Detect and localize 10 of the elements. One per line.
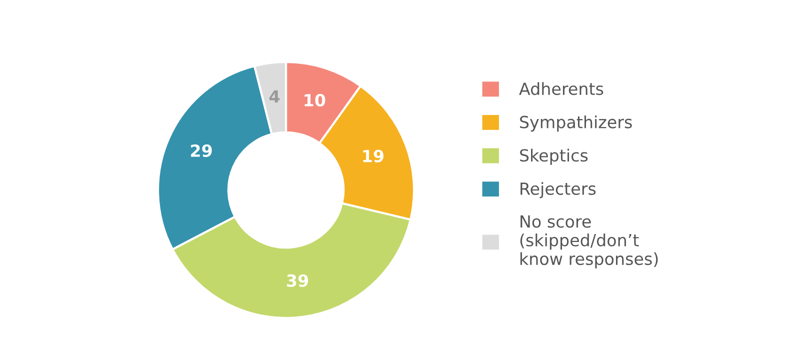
legend-label: Rejecters — [520, 182, 596, 198]
legend-label: Skeptics — [520, 148, 588, 165]
legend-label: Adherents — [519, 82, 604, 96]
data-label: 10 — [304, 94, 326, 106]
legend-label: Sympathizers — [520, 115, 632, 132]
data-label: 4 — [269, 90, 280, 103]
legend-label: No score (skipped/don’t know responses) — [520, 215, 658, 268]
data-label: 39 — [287, 274, 308, 287]
data-label: 29 — [190, 144, 212, 158]
data-label: 19 — [363, 150, 384, 162]
